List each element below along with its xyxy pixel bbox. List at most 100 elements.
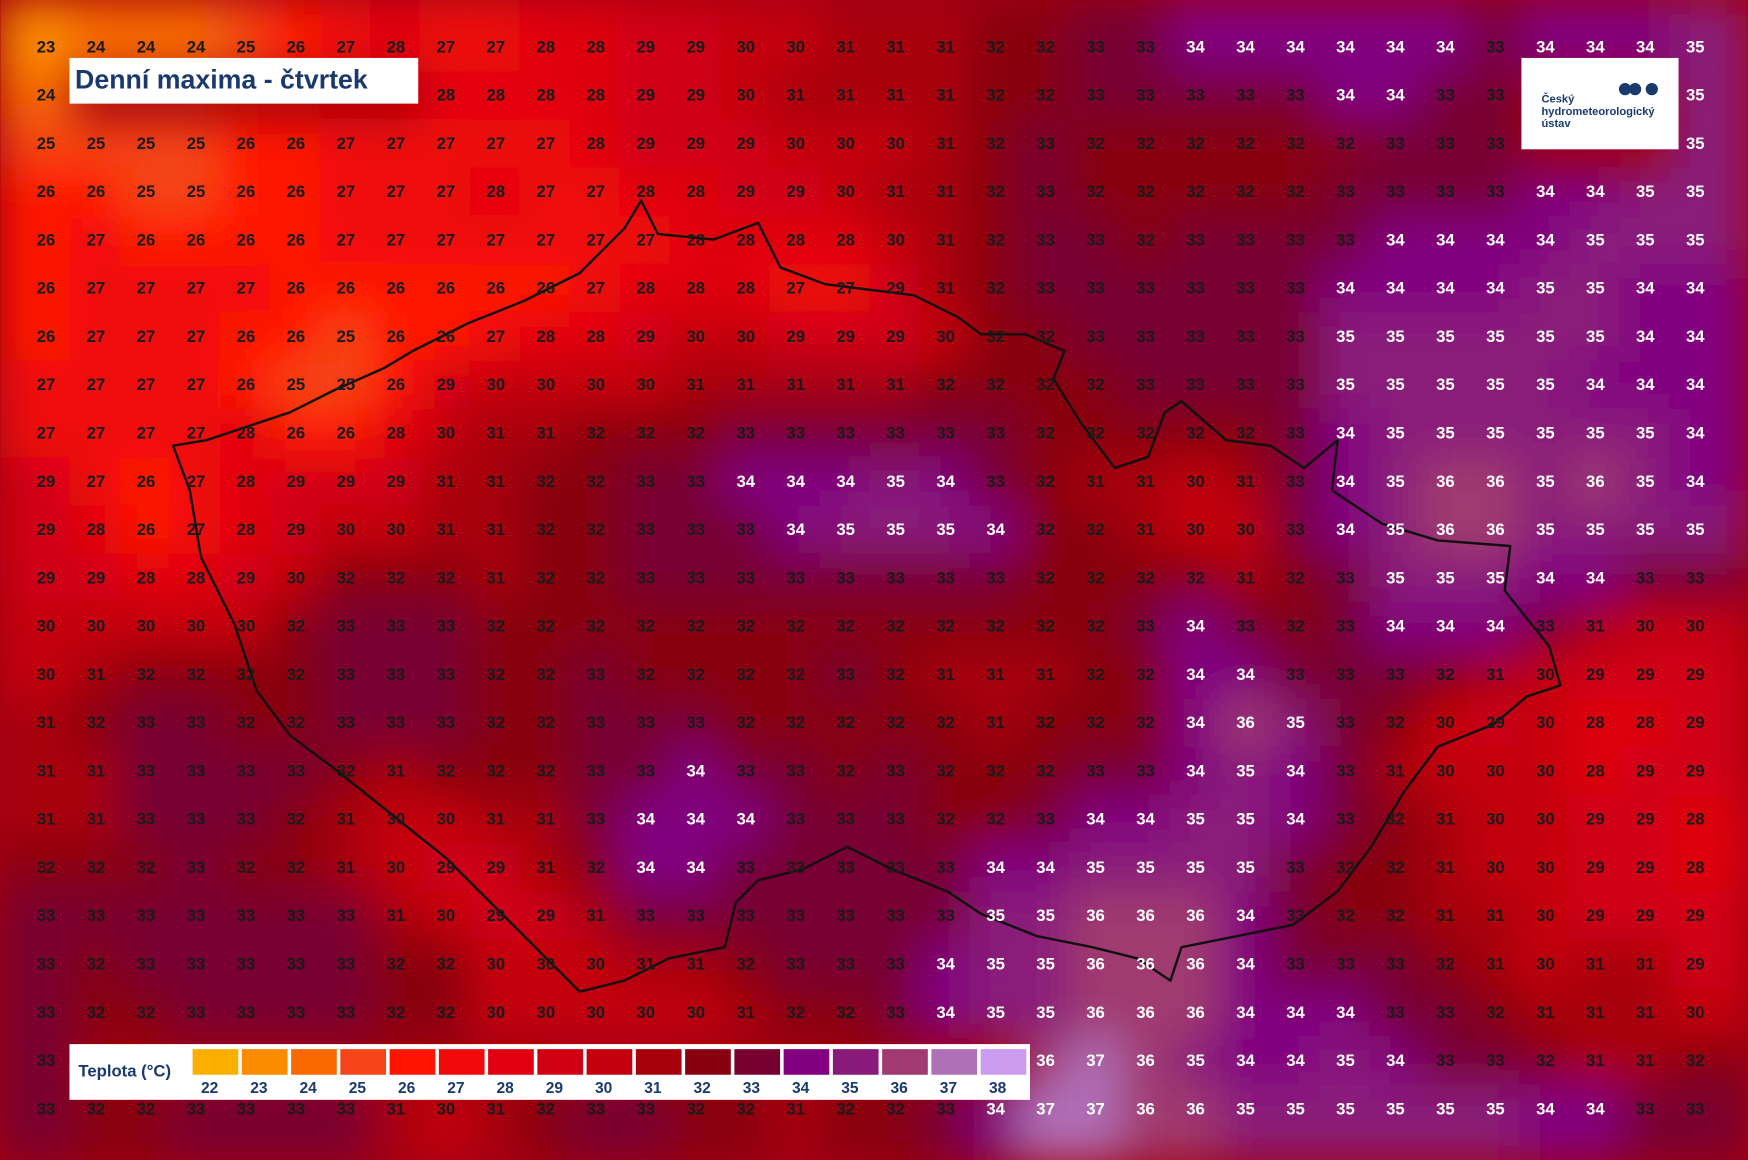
- temperature-cell: [1619, 408, 1672, 460]
- temperature-cell: [1169, 553, 1222, 605]
- temperature-cell: [469, 408, 522, 460]
- temperature-cell: [119, 553, 173, 605]
- temperature-cell: [719, 312, 772, 363]
- temperature-cell: [1669, 505, 1748, 556]
- temperature-value: 32: [786, 1003, 805, 1022]
- temperature-value: 32: [37, 858, 56, 877]
- temperature-cell: [169, 795, 223, 846]
- temperature-value: 32: [1086, 424, 1105, 443]
- temperature-cell: [119, 891, 173, 943]
- temperature-value: 32: [87, 1099, 106, 1118]
- temperature-value: 32: [1386, 906, 1405, 925]
- temperature-value: 35: [1236, 761, 1255, 780]
- temperature-cell: [0, 312, 73, 363]
- temperature-cell: [1569, 698, 1622, 749]
- temperature-cell: [619, 891, 672, 943]
- temperature-cell: [219, 795, 273, 846]
- temperature-value: 32: [187, 665, 206, 684]
- temperature-value: 27: [87, 424, 106, 443]
- value-labels: 23 24 24 24 25 26 27 28 27 27 28 28 29 29 30 30 31 31 31 32…: [37, 37, 1706, 1118]
- temperature-value: 30: [1486, 810, 1505, 829]
- temperature-value: 27: [337, 182, 356, 201]
- temperature-cell: [819, 360, 872, 412]
- temperature-value: 33: [1086, 279, 1105, 298]
- temperature-cell: [1319, 746, 1372, 798]
- temperature-cell: [1119, 1084, 1172, 1160]
- temperature-value: 32: [1186, 182, 1205, 201]
- legend-swatch: [831, 1048, 880, 1076]
- temperature-value: 35: [1336, 375, 1355, 394]
- temperature-cell: [1269, 1036, 1322, 1087]
- temperature-cell: [819, 698, 872, 749]
- temperature-value: 30: [1536, 665, 1555, 684]
- temperature-value: 33: [786, 761, 805, 780]
- temperature-cell: [819, 988, 872, 1039]
- temperature-value: 33: [886, 858, 905, 877]
- temperature-cell: [1619, 601, 1672, 653]
- temperature-value: 34: [1236, 1051, 1255, 1070]
- temperature-value: 33: [1186, 375, 1205, 394]
- temperature-cell: [1519, 650, 1572, 701]
- temperature-cell: [819, 891, 872, 943]
- temperature-value: 33: [37, 906, 56, 925]
- temperature-value: 31: [1236, 568, 1255, 587]
- temperature-cell: [319, 746, 373, 798]
- temperature-cell: [769, 70, 822, 122]
- temperature-value: 32: [437, 761, 456, 780]
- temperature-value: 33: [1336, 230, 1355, 249]
- temperature-value: 30: [1436, 761, 1455, 780]
- temperature-value: 32: [87, 858, 106, 877]
- temperature-cell: [1669, 939, 1748, 991]
- temperature-value: 34: [1336, 424, 1355, 443]
- temperature-cell: [1219, 457, 1272, 508]
- temperature-cell: [1569, 891, 1622, 943]
- temperature-cell: [469, 70, 522, 122]
- temperature-value: 33: [1136, 327, 1155, 346]
- temperature-cell: [1169, 167, 1222, 218]
- temperature-cell: [469, 698, 522, 749]
- temperature-cell: [919, 988, 972, 1039]
- temperature-value: 32: [936, 375, 955, 394]
- temperature-cell: [1119, 746, 1172, 798]
- temperature-value: 33: [986, 568, 1005, 587]
- temperature-value: 31: [936, 134, 955, 153]
- temperature-cell: [369, 988, 423, 1039]
- temperature-cell: [69, 505, 123, 556]
- temperature-cell: [619, 988, 672, 1039]
- temperature-value: 32: [1036, 327, 1055, 346]
- temperature-cell: [0, 650, 73, 701]
- temperature-value: 32: [836, 1003, 855, 1022]
- temperature-value: 36: [1036, 1051, 1055, 1070]
- temperature-cell: [419, 746, 472, 798]
- temperature-value: 34: [636, 858, 655, 877]
- temperature-cell: [619, 0, 672, 74]
- temperature-cell: [519, 553, 572, 605]
- temperature-cell: [1369, 553, 1422, 605]
- temperature-cell: [1569, 1036, 1622, 1087]
- temperature-value: 30: [636, 1003, 655, 1022]
- temperature-cell: [1319, 1084, 1372, 1160]
- temperature-value: 31: [686, 955, 705, 974]
- temperature-value: 32: [786, 617, 805, 636]
- temperature-value: 29: [37, 520, 56, 539]
- temperature-cell: [1269, 360, 1322, 412]
- temperature-value: 30: [587, 375, 606, 394]
- temperature-cell: [1319, 70, 1372, 122]
- temperature-value: 34: [1186, 665, 1205, 684]
- temperature-value: 35: [1236, 858, 1255, 877]
- temperature-value: 35: [1136, 858, 1155, 877]
- temperature-value: 32: [1286, 617, 1305, 636]
- temperature-value: 31: [786, 1099, 805, 1118]
- temperature-value: 29: [636, 327, 655, 346]
- temperature-value: 35: [1286, 1099, 1305, 1118]
- temperature-cell: [1219, 698, 1272, 749]
- legend-label: 37: [940, 1080, 957, 1097]
- temperature-value: 33: [1036, 810, 1055, 829]
- temperature-cell: [519, 795, 572, 846]
- temperature-value: 33: [1336, 665, 1355, 684]
- temperature-cell: [119, 650, 173, 701]
- temperature-cell: [0, 795, 73, 846]
- temperature-value: 32: [587, 858, 606, 877]
- temperature-cell: [1269, 505, 1322, 556]
- temperature-value: 30: [736, 86, 755, 105]
